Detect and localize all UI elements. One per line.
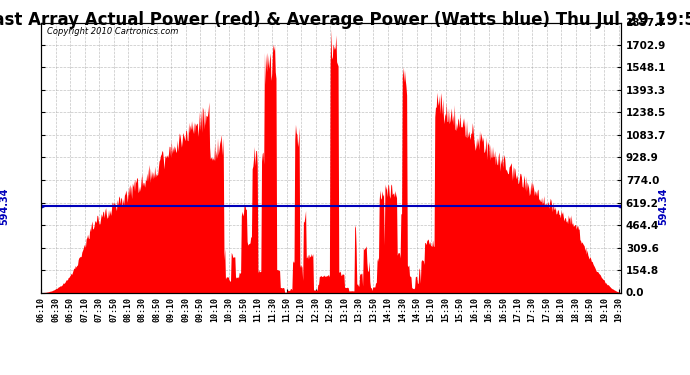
Text: 594.34: 594.34 [0,188,10,225]
Text: Copyright 2010 Cartronics.com: Copyright 2010 Cartronics.com [47,27,179,36]
Text: East Array Actual Power (red) & Average Power (Watts blue) Thu Jul 29 19:52: East Array Actual Power (red) & Average … [0,11,690,29]
Text: 594.34: 594.34 [659,188,669,225]
